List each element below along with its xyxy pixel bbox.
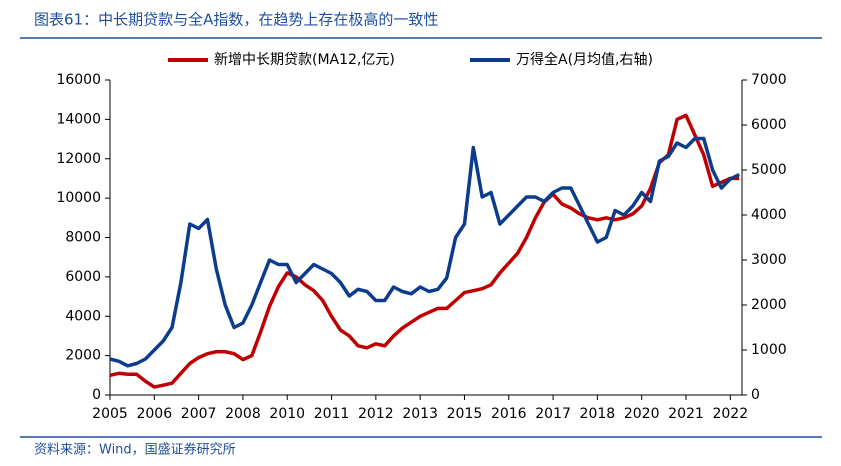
x-tick-label: 2015	[447, 406, 483, 422]
source-note: 资料来源：Wind，国盛证券研究所	[34, 442, 236, 458]
y2-tick-label: 5000	[751, 162, 787, 178]
y2-tick-label: 6000	[751, 117, 787, 133]
y2-tick-label: 3000	[751, 252, 787, 268]
legend-label: 新增中长期贷款(MA12,亿元)	[214, 52, 395, 68]
series-line	[109, 113, 740, 389]
x-tick-label: 2008	[225, 406, 261, 422]
y-tick-label: 10000	[56, 190, 101, 206]
x-tick-label: 2011	[314, 406, 350, 422]
x-tick-label: 2021	[668, 406, 704, 422]
y-tick-label: 6000	[65, 269, 101, 285]
legend-label: 万得全A(月均值,右轴)	[516, 51, 653, 68]
x-tick-label: 2012	[358, 406, 394, 422]
y2-tick-label: 2000	[751, 297, 787, 313]
chart-title: 图表61：中长期贷款与全A指数，在趋势上存在极高的一致性	[34, 11, 438, 29]
x-tick-label: 2013	[402, 406, 438, 422]
x-tick-label: 2006	[136, 406, 172, 422]
x-tick-label: 2022	[712, 406, 748, 422]
y-tick-label: 0	[92, 387, 101, 403]
y-tick-label: 2000	[65, 348, 101, 364]
y2-tick-label: 7000	[751, 72, 787, 88]
x-tick-label: 2017	[535, 406, 571, 422]
y-tick-label: 4000	[65, 308, 101, 324]
y-tick-label: 12000	[56, 151, 101, 167]
series-line	[109, 136, 740, 368]
x-tick-label: 2016	[491, 406, 527, 422]
x-tick-label: 2018	[580, 406, 616, 422]
y2-tick-label: 4000	[751, 207, 787, 223]
y2-tick-label: 1000	[751, 342, 787, 358]
x-tick-label: 2020	[624, 406, 660, 422]
y-tick-label: 16000	[56, 72, 101, 88]
y2-tick-label: 0	[751, 387, 760, 403]
y-tick-label: 14000	[56, 111, 101, 127]
x-tick-label: 2010	[269, 406, 305, 422]
x-tick-label: 2005	[92, 406, 128, 422]
x-tick-label: 2007	[181, 406, 217, 422]
y-tick-label: 8000	[65, 230, 101, 246]
